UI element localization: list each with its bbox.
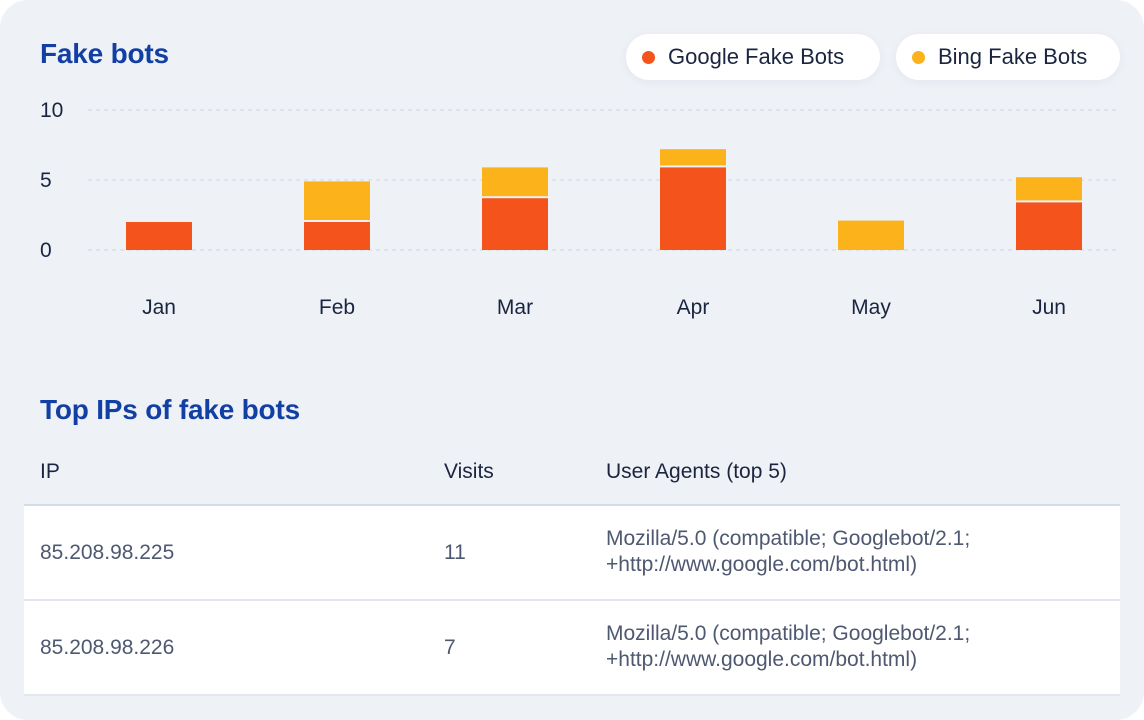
user-agent-line: Mozilla/5.0 (compatible; Googlebot/2.1;: [606, 622, 971, 645]
row-user-agents: Mozilla/5.0 (compatible; Googlebot/2.1; …: [606, 526, 1086, 578]
row-ip: 85.208.98.225: [40, 541, 175, 564]
y-tick-label: 0: [40, 239, 52, 262]
bing-legend-dot-icon: [912, 50, 925, 64]
bar-bing-fake-bots: [660, 149, 726, 166]
x-tick-label: Jun: [1032, 296, 1066, 319]
table-header-divider: [24, 504, 1120, 506]
column-header-ip: IP: [40, 460, 60, 483]
chart-title: Fake bots: [40, 38, 169, 69]
table-row[interactable]: 85.208.98.226 7 Mozilla/5.0 (compatible;…: [24, 601, 1120, 696]
user-agent-line: +http://www.google.com/bot.html): [606, 553, 918, 576]
user-agent-line: +http://www.google.com/bot.html): [606, 648, 918, 671]
row-user-agents: Mozilla/5.0 (compatible; Googlebot/2.1; …: [606, 621, 1086, 673]
bar-google-fake-bots: [482, 198, 548, 250]
row-ip: 85.208.98.226: [40, 636, 175, 659]
bar-google-fake-bots: [1016, 202, 1082, 250]
x-tick-label: Apr: [677, 296, 710, 319]
x-tick-label: Feb: [319, 296, 355, 319]
legend-bing-fake-bots[interactable]: Bing Fake Bots: [896, 34, 1120, 80]
bar-bing-fake-bots: [1016, 177, 1082, 201]
x-tick-label: Mar: [497, 296, 533, 319]
bar-google-fake-bots: [126, 222, 192, 250]
x-tick-label: Jan: [142, 296, 176, 319]
y-tick-label: 5: [40, 169, 52, 192]
legend-bing-label: Bing Fake Bots: [938, 44, 1088, 69]
bar-bing-fake-bots: [482, 167, 548, 197]
table-row[interactable]: 85.208.98.225 11 Mozilla/5.0 (compatible…: [24, 506, 1120, 601]
row-visits: 7: [444, 636, 456, 659]
row-divider: [24, 599, 1120, 601]
bar-google-fake-bots: [660, 167, 726, 250]
fake-bots-bar-chart: 0 5 10 Jan Feb Mar Apr May Jun: [40, 99, 1120, 319]
y-tick-label: 10: [40, 99, 63, 122]
bar-bing-fake-bots: [304, 181, 370, 220]
google-legend-dot-icon: [642, 50, 655, 64]
x-tick-label: May: [851, 296, 891, 319]
column-header-user-agents: User Agents (top 5): [606, 460, 787, 483]
table-title: Top IPs of fake bots: [40, 394, 300, 425]
user-agent-line: Mozilla/5.0 (compatible; Googlebot/2.1;: [606, 527, 971, 550]
bottom-fade: [0, 690, 1144, 720]
bar-bing-fake-bots: [838, 220, 904, 250]
row-visits: 11: [444, 541, 466, 564]
legend-google-label: Google Fake Bots: [668, 44, 845, 69]
bar-google-fake-bots: [304, 222, 370, 250]
legend-google-fake-bots[interactable]: Google Fake Bots: [626, 34, 880, 80]
column-header-visits: Visits: [444, 460, 494, 483]
